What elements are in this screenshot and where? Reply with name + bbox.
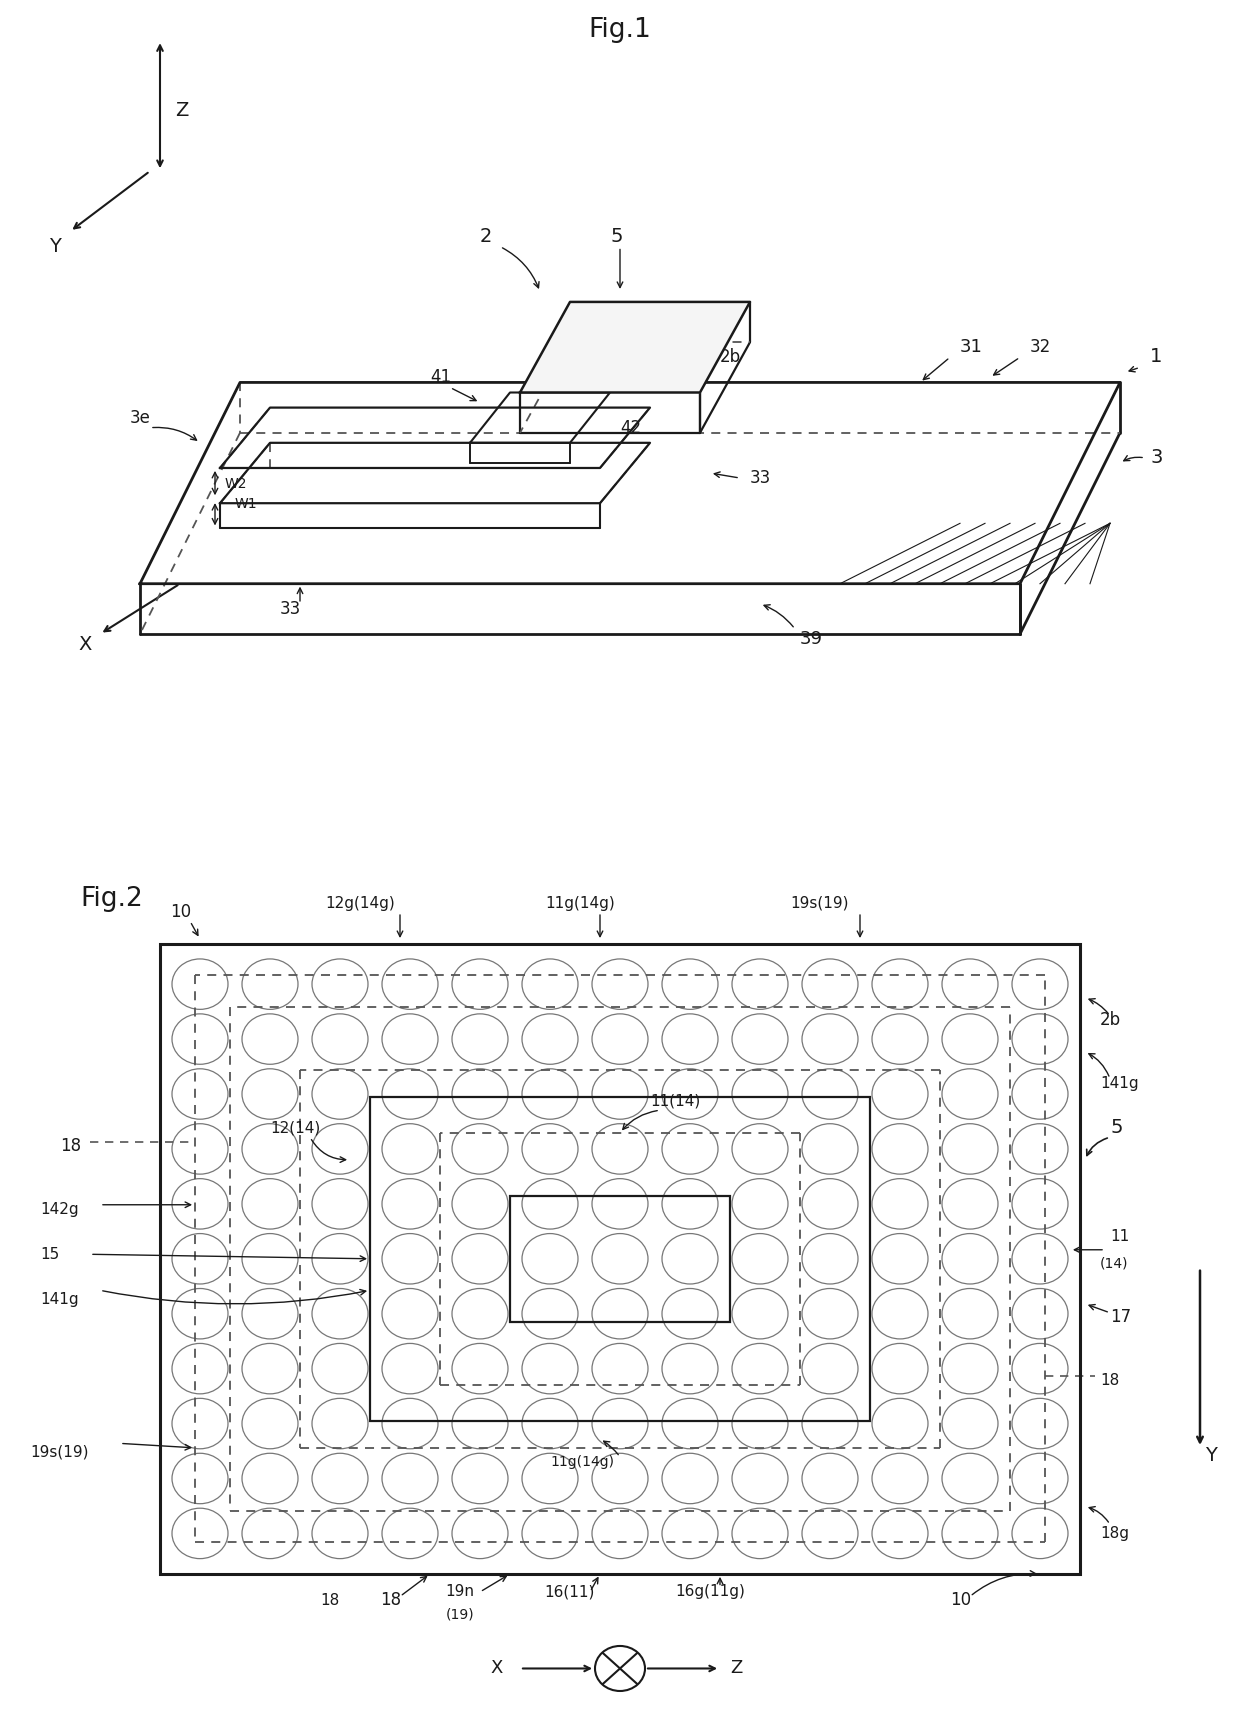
Text: 2b: 2b <box>720 349 742 366</box>
Text: 11: 11 <box>1110 1229 1130 1244</box>
Text: (14): (14) <box>1100 1256 1128 1271</box>
Text: 33: 33 <box>750 468 771 487</box>
Text: 19s(19): 19s(19) <box>30 1444 88 1459</box>
Text: 18g: 18g <box>1100 1526 1128 1542</box>
Text: Y: Y <box>1205 1446 1216 1465</box>
Text: Z: Z <box>175 101 188 120</box>
Text: Y: Y <box>50 238 61 256</box>
Text: Z: Z <box>730 1659 743 1677</box>
Bar <box>160 943 1080 1574</box>
Text: 18: 18 <box>60 1136 81 1155</box>
Text: 16(11): 16(11) <box>544 1584 595 1600</box>
Text: 41: 41 <box>430 369 451 386</box>
Text: 3e: 3e <box>130 408 151 427</box>
Text: 32: 32 <box>1030 338 1052 355</box>
Text: 5: 5 <box>1110 1118 1122 1136</box>
Text: 2: 2 <box>480 227 492 246</box>
Text: 11(14): 11(14) <box>650 1094 701 1109</box>
Text: 33: 33 <box>280 600 301 619</box>
Text: 18: 18 <box>379 1591 401 1610</box>
Text: 142g: 142g <box>40 1201 78 1217</box>
Text: 19n: 19n <box>445 1584 475 1600</box>
Text: 16g(11g): 16g(11g) <box>675 1584 745 1600</box>
Text: 2b: 2b <box>1100 1010 1121 1029</box>
Text: 11g(14g): 11g(14g) <box>546 896 615 911</box>
Text: 5: 5 <box>610 227 622 246</box>
Text: 1: 1 <box>1149 347 1162 366</box>
Text: 18: 18 <box>320 1593 340 1608</box>
Text: 10: 10 <box>170 902 191 921</box>
Text: 18: 18 <box>1100 1372 1120 1388</box>
Text: 15: 15 <box>40 1248 60 1261</box>
Text: 141g: 141g <box>1100 1075 1138 1090</box>
Text: 141g: 141g <box>40 1292 78 1307</box>
Text: 12(14): 12(14) <box>270 1121 320 1136</box>
Text: 19s(19): 19s(19) <box>791 896 849 911</box>
Text: 31: 31 <box>960 338 983 355</box>
Text: Fig.2: Fig.2 <box>81 885 143 911</box>
Bar <box>370 1097 870 1420</box>
Text: (19): (19) <box>445 1608 475 1622</box>
Text: 17: 17 <box>1110 1307 1131 1326</box>
Text: 42: 42 <box>620 419 641 438</box>
Text: X: X <box>490 1659 502 1677</box>
Text: 11g(14g): 11g(14g) <box>551 1454 614 1468</box>
Text: 10: 10 <box>950 1591 971 1610</box>
Text: X: X <box>78 634 92 653</box>
Text: Fig.1: Fig.1 <box>589 17 651 43</box>
Text: 39: 39 <box>800 631 823 648</box>
Text: W1: W1 <box>236 497 258 511</box>
Text: W2: W2 <box>224 477 248 490</box>
Text: 12g(14g): 12g(14g) <box>325 896 394 911</box>
Bar <box>510 1196 730 1321</box>
Text: 3: 3 <box>1149 448 1162 467</box>
Polygon shape <box>520 302 750 393</box>
